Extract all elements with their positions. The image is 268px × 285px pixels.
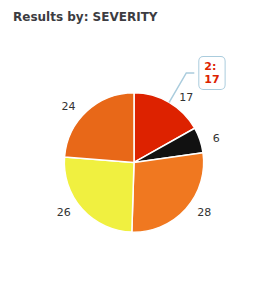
svg-text:17: 17: [204, 73, 219, 86]
svg-text:Results by: SEVERITY: Results by: SEVERITY: [13, 10, 158, 24]
svg-text:17: 17: [179, 91, 193, 104]
svg-text:28: 28: [197, 206, 211, 219]
svg-text:26: 26: [57, 206, 71, 219]
svg-text:24: 24: [62, 100, 76, 113]
svg-text:6: 6: [213, 132, 220, 145]
svg-text:2:: 2:: [204, 60, 216, 73]
